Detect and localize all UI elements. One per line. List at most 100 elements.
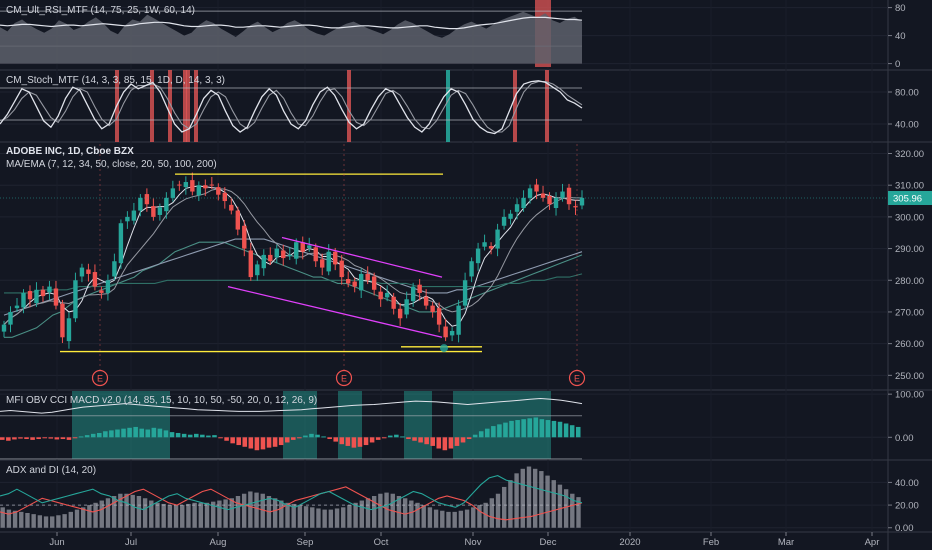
macd-histogram-bar: [151, 427, 157, 438]
x-tick-label: Apr: [865, 537, 880, 548]
x-tick-label: Dec: [540, 537, 557, 548]
stoch-cross-bar: [194, 70, 198, 142]
adx-bar: [43, 516, 49, 528]
macd-histogram-bar: [406, 437, 411, 440]
adx-bar: [198, 502, 204, 528]
macd-histogram-bar: [200, 434, 205, 438]
y-tick-label: 40: [895, 31, 906, 42]
macd-histogram-bar: [187, 434, 193, 438]
macd-histogram-bar: [563, 423, 569, 438]
candle: [14, 305, 20, 309]
macd-histogram-bar: [212, 435, 217, 438]
candle: [482, 242, 487, 247]
stoch-cross-bar: [347, 70, 351, 142]
y-tick-label: 320.00: [895, 149, 924, 160]
candle: [313, 247, 318, 262]
adx-bar: [532, 468, 538, 528]
candle: [164, 197, 169, 212]
mfi-zone: [72, 391, 170, 459]
adx-bar: [409, 500, 414, 528]
adx-bar: [514, 473, 519, 528]
adx-bar: [68, 511, 73, 528]
earnings-marker-label: E: [574, 374, 580, 384]
mfi-zone: [283, 391, 317, 459]
macd-histogram-bar: [194, 433, 199, 438]
candle: [21, 292, 26, 308]
macd-histogram-bar: [30, 437, 35, 440]
adx-bar: [130, 494, 135, 528]
stoch-cross-bar: [183, 70, 187, 142]
candle: [527, 188, 533, 198]
macd-histogram-bar: [127, 427, 132, 438]
adx-bar: [192, 502, 197, 528]
candle: [300, 242, 305, 252]
candle: [294, 242, 299, 259]
mfi-title: MFI OBV CCI MACD v2.0 (14, 85, 15, 10, 1…: [6, 395, 317, 406]
macd-histogram-bar: [448, 437, 454, 449]
earnings-marker: [91, 369, 109, 387]
adx-bar: [62, 514, 67, 528]
candle: [274, 248, 279, 258]
candle: [521, 197, 526, 209]
macd-histogram-bar: [478, 431, 484, 438]
candle: [34, 289, 39, 304]
adx-bar: [427, 507, 433, 528]
adx-bar: [25, 513, 30, 528]
macd-histogram-bar: [533, 417, 539, 438]
macd-histogram-bar: [42, 437, 47, 439]
adx-bar: [477, 505, 482, 528]
x-tick-label: Feb: [703, 537, 719, 548]
adx-bar: [37, 515, 43, 528]
candle: [73, 280, 78, 319]
macd-histogram-bar: [381, 437, 387, 439]
candle: [547, 195, 552, 205]
adx-bar: [285, 502, 290, 528]
price-title: ADOBE INC, 1D, Cboe BZX: [6, 146, 134, 157]
macd-histogram-bar: [169, 432, 175, 438]
macd-histogram-bar: [121, 428, 126, 438]
adx-title: ADX and DI (14, 20): [6, 465, 96, 476]
adx-bar: [483, 502, 488, 528]
macd-histogram-bar: [248, 437, 254, 449]
candle: [469, 261, 474, 277]
macd-histogram-bar: [0, 437, 5, 440]
adx-bar: [551, 480, 556, 528]
adx-bar: [74, 509, 80, 528]
x-tick-label: Nov: [465, 537, 482, 548]
macd-histogram-bar: [254, 437, 260, 451]
adx-bar: [353, 502, 358, 528]
y-tick-label: 270.00: [895, 307, 924, 318]
adx-bar: [502, 486, 507, 528]
candle: [261, 254, 266, 269]
y-tick-label: 40.00: [895, 120, 919, 131]
candle: [66, 318, 72, 342]
macd-histogram-bar: [12, 437, 17, 440]
adx-bar: [142, 498, 148, 528]
candle: [417, 284, 422, 293]
y-tick-label: 280.00: [895, 276, 924, 287]
macd-histogram-bar: [460, 437, 466, 443]
adx-bar: [6, 509, 12, 528]
macd-histogram-bar: [236, 437, 241, 446]
macd-histogram-bar: [424, 437, 429, 445]
x-tick-label: Oct: [374, 537, 389, 548]
adx-bar: [384, 492, 389, 528]
macd-histogram-bar: [109, 430, 114, 438]
candle: [183, 182, 189, 188]
ma-legend: MA/EMA (7, 12, 34, 50, close, 20, 50, 10…: [6, 159, 217, 170]
macd-histogram-bar: [557, 421, 563, 438]
macd-histogram-bar: [327, 437, 332, 440]
candle: [404, 299, 409, 315]
candle: [125, 216, 130, 222]
channel-bottom-line: [227, 285, 443, 338]
candle: [112, 261, 117, 277]
candle: [320, 259, 325, 268]
x-tick-label: 2020: [619, 537, 640, 548]
candle: [378, 291, 383, 300]
macd-histogram-bar: [539, 419, 545, 438]
macd-histogram-bar: [394, 434, 399, 438]
adx-bar: [136, 496, 142, 528]
adx-bar: [378, 493, 383, 528]
macd-histogram-bar: [163, 430, 169, 438]
